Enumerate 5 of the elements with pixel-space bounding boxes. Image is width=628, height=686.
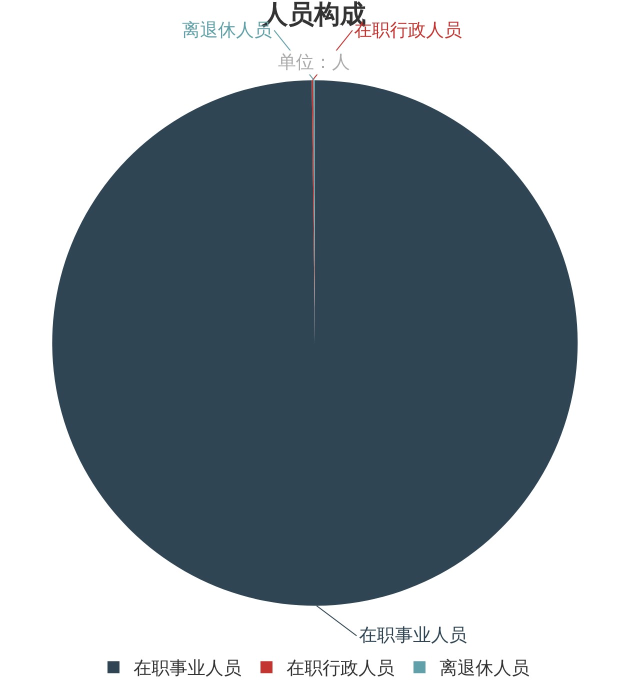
legend-label: 离退休人员 <box>440 658 530 680</box>
text: 单位：人 <box>278 52 350 73</box>
legend-label: 在职事业人员 <box>134 658 242 680</box>
slice-label: 在职事业人员 <box>359 625 467 646</box>
legend-label: 在职行政人员 <box>286 658 394 680</box>
